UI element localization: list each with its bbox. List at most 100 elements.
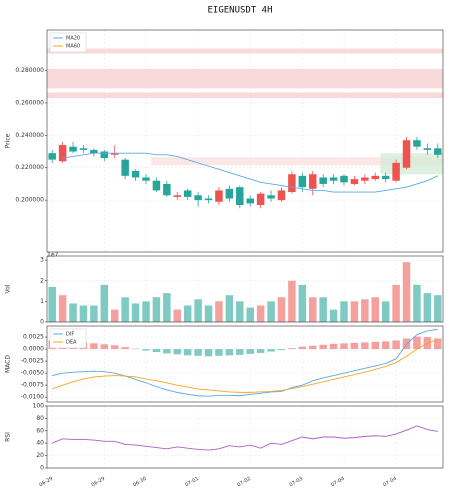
- candle-body: [69, 146, 77, 152]
- macd-bar: [225, 349, 234, 356]
- macd-bar: [371, 341, 380, 350]
- volume-bar: [350, 301, 359, 322]
- candle-body: [298, 175, 307, 188]
- macd-bar: [163, 349, 171, 354]
- chart-title: EIGENUSDT 4H: [207, 6, 272, 16]
- y-axis-label: RSI: [5, 432, 12, 442]
- legend-label: MA20: [66, 36, 80, 42]
- volume-bar: [256, 305, 265, 322]
- y-tick-label: 20: [36, 452, 44, 459]
- volume-bar: [423, 293, 432, 322]
- macd-bar: [361, 342, 369, 350]
- price-zone: [47, 48, 443, 54]
- y-tick-label: 0: [40, 319, 44, 326]
- candle-body: [194, 195, 202, 201]
- line-series: [52, 339, 438, 393]
- candle-body: [402, 140, 411, 168]
- candle-body: [173, 195, 182, 197]
- y-tick-label: -0.0100: [21, 394, 44, 401]
- y-tick-label: 0.280000: [15, 67, 44, 74]
- legend-label: MA60: [66, 44, 80, 50]
- volume-bar: [58, 295, 67, 322]
- y-tick-label: -0.0025: [21, 358, 44, 365]
- macd-bar: [110, 345, 119, 350]
- y-axis-label: Vol: [5, 284, 12, 293]
- y-tick-label: 0.0000: [23, 346, 44, 353]
- candle-body: [58, 145, 67, 162]
- candle-body: [392, 162, 400, 181]
- candle-body: [371, 175, 380, 180]
- y-tick-label: 40: [36, 440, 44, 447]
- price-zone: [151, 157, 444, 166]
- candle-body: [236, 187, 244, 206]
- x-tick-label: 06-29: [90, 476, 106, 488]
- y-tick-label: 0.240000: [15, 132, 44, 139]
- volume-bar: [371, 297, 380, 322]
- macd-bar: [267, 349, 275, 352]
- y-tick-label: -0.0050: [21, 370, 44, 377]
- macd-bar: [183, 349, 192, 356]
- y-tick-label: 0.200000: [15, 197, 44, 204]
- volume-bar: [381, 301, 390, 322]
- volume-bar: [152, 297, 161, 322]
- volume-bar: [121, 297, 129, 322]
- candle-body: [152, 180, 161, 191]
- price-zone: [47, 92, 443, 99]
- candle-body: [100, 151, 109, 159]
- panel-frame: [46, 255, 444, 323]
- volume-bar: [319, 297, 327, 322]
- volume-bar: [142, 301, 150, 322]
- x-tick-label: 07-04: [330, 476, 346, 488]
- volume-bar: [215, 301, 223, 322]
- volume-bar: [183, 305, 192, 322]
- candle-body: [277, 190, 286, 201]
- candle-body: [350, 179, 359, 184]
- candle-body: [246, 198, 254, 204]
- volume-bar: [48, 286, 56, 322]
- volume-bar: [173, 309, 182, 322]
- y-tick-label: 2: [40, 277, 44, 284]
- volume-bar: [163, 293, 171, 322]
- macd-bar: [215, 349, 223, 356]
- candle-body: [90, 149, 98, 154]
- y-tick-label: 0.260000: [15, 99, 44, 106]
- volume-bar: [402, 262, 411, 322]
- macd-bar: [288, 348, 296, 350]
- volume-bar: [225, 295, 234, 322]
- candle-body: [110, 153, 119, 155]
- macd-bar: [350, 342, 359, 350]
- panel-frame: [46, 29, 444, 253]
- axis-offset-label: 1e7: [47, 252, 59, 259]
- rsi-line: [52, 425, 438, 451]
- volume-bar: [340, 301, 348, 322]
- panel-frame: [46, 405, 444, 469]
- macd-bar: [277, 349, 286, 351]
- volume-bar: [288, 280, 296, 322]
- volume-bar: [413, 284, 421, 322]
- volume-bar: [69, 303, 77, 322]
- macd-bar: [329, 343, 338, 350]
- macd-bar: [152, 349, 161, 352]
- candle-body: [48, 153, 56, 160]
- panel-frame: [46, 325, 444, 403]
- macd-bar: [298, 346, 307, 350]
- candle-body: [142, 177, 150, 181]
- x-tick-label: 07-04: [382, 476, 398, 488]
- y-tick-label: 1: [40, 298, 44, 305]
- price-zone: [380, 153, 443, 175]
- macd-bar: [319, 344, 327, 350]
- macd-bar: [340, 343, 348, 350]
- x-tick-label: 07-02: [236, 476, 252, 488]
- candle-body: [267, 195, 275, 199]
- volume-bar: [110, 309, 119, 322]
- volume-bar: [308, 297, 317, 322]
- volume-bar: [434, 295, 442, 322]
- macd-bar: [236, 349, 244, 355]
- candle-body: [183, 190, 192, 197]
- macd-bar: [392, 340, 400, 350]
- macd-bar: [173, 349, 182, 355]
- volume-bar: [100, 284, 109, 322]
- y-tick-label: 3: [40, 257, 44, 264]
- y-tick-label: 100: [33, 403, 45, 410]
- y-tick-label: 0: [40, 465, 44, 472]
